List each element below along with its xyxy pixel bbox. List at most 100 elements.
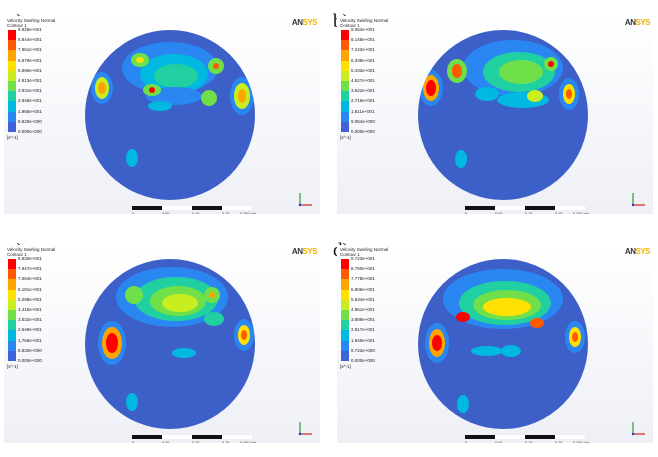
viewport-b[interactable]: Velocity Swirling Normal Contour 1 9.054e… xyxy=(337,16,653,214)
legend-tick-label: 5.298e+001 xyxy=(18,296,42,302)
legend-color-step xyxy=(341,111,349,122)
legend-color-step xyxy=(8,50,16,61)
scale-label: 0.200 (m) xyxy=(573,441,590,443)
legend-color-step xyxy=(341,101,349,112)
scale-label: 0 xyxy=(132,441,135,443)
legend-color-step xyxy=(341,91,349,102)
scale-label: 0.10 xyxy=(525,212,533,214)
legend-tick-label: 9.054e+001 xyxy=(351,27,375,32)
legend-color-step xyxy=(8,121,16,132)
logo-dark-text: AN xyxy=(291,247,303,256)
axis-triad-d xyxy=(631,422,645,436)
scale-label: 0.200 (m) xyxy=(240,441,257,443)
legend-color-step xyxy=(8,299,16,310)
legend-color-step xyxy=(341,50,349,61)
scale-label: 0.00 xyxy=(162,212,170,214)
legend-tick-label: 4.913e+001 xyxy=(18,77,42,83)
legend-color-step xyxy=(8,320,16,331)
legend-color-step xyxy=(341,309,349,321)
legend-color-step xyxy=(341,269,349,280)
legend-color-step xyxy=(341,320,349,331)
logo-accent-text: SYS xyxy=(302,18,317,27)
legend-ticks-c: 8.830e+001 7.947e+001 7.064e+001 6.181e+001… xyxy=(18,256,58,368)
legend-color-step xyxy=(8,101,16,112)
legend-tick-label: 2.716e+001 xyxy=(351,98,375,104)
axis-triad-c xyxy=(298,422,312,436)
legend-tick-label: 8.830e+000 xyxy=(18,347,42,353)
logo-dark-text: AN xyxy=(624,18,636,27)
logo-accent-text: SYS xyxy=(302,247,317,256)
legend-tick-label: 2.948e+001 xyxy=(18,98,42,104)
legend-tick-label: 5.433e+001 xyxy=(351,67,375,73)
legend-ticks-b: 9.054e+001 8.148e+001 7.243e+001 6.338e+001… xyxy=(351,27,391,139)
legend-tick-label: 8.750e+001 xyxy=(351,266,375,272)
scale-label: 0.10 xyxy=(525,441,533,443)
legend-color-step xyxy=(341,340,349,351)
legend-unit-d: [s^-1] xyxy=(340,364,351,369)
legend-color-step xyxy=(341,350,349,361)
legend-color-step xyxy=(8,269,16,280)
scale-label: 0 xyxy=(132,212,135,214)
legend-title-b: Velocity Swirling Normal xyxy=(340,18,389,23)
legend-tick-label: 7.778e+001 xyxy=(351,276,375,282)
legend-color-step xyxy=(341,259,349,270)
legend-tick-label: 3.931e+001 xyxy=(18,88,42,94)
legend-unit-c: [s^-1] xyxy=(7,364,18,369)
legend-tick-label: 2.649e+001 xyxy=(18,327,42,333)
legend-color-step xyxy=(8,340,16,351)
legend-title-c: Velocity Swirling Normal xyxy=(7,247,56,252)
ansys-logo: ANSYS xyxy=(291,247,318,256)
legend-tick-label: 3.532e+001 xyxy=(18,317,42,323)
swirl-contour-disk-d xyxy=(418,259,588,429)
legend-tick-label: 9.829e+000 xyxy=(18,118,42,124)
legend-color-step xyxy=(8,259,16,270)
legend-subtitle-d: Contour 1 xyxy=(340,252,360,257)
legend-color-step xyxy=(8,60,16,71)
color-legend-bar xyxy=(8,30,16,132)
viewport-d[interactable]: Velocity Swirling Normal Contour 1 9.723e… xyxy=(337,245,653,443)
legend-tick-label: 4.415e+001 xyxy=(18,306,42,312)
scale-label: 0.200 (m) xyxy=(573,212,590,214)
legend-tick-label: 4.861e+001 xyxy=(351,306,375,312)
legend-color-step xyxy=(8,91,16,102)
scale-label: 0.15 xyxy=(555,441,563,443)
legend-tick-label: 2.917e+001 xyxy=(351,327,375,333)
scale-label: 0 xyxy=(465,441,468,443)
legend-unit-a: [s^-1] xyxy=(7,135,18,140)
scale-bar-d: 0 0.00 0.10 0.15 0.200 (m) xyxy=(465,435,589,443)
scale-label: 0.15 xyxy=(555,212,563,214)
legend-tick-label: 5.896e+001 xyxy=(18,67,42,73)
color-legend-bar xyxy=(341,259,349,361)
logo-accent-text: SYS xyxy=(635,247,650,256)
legend-unit-b: [s^-1] xyxy=(340,135,351,140)
legend-tick-label: 8.830e+001 xyxy=(18,256,42,261)
legend-color-step xyxy=(341,70,349,81)
legend-tick-label: 1.766e+001 xyxy=(18,337,42,343)
legend-tick-label: 0.000e+000 xyxy=(351,128,375,134)
scale-label: 0.15 xyxy=(222,441,230,443)
legend-tick-label: 8.148e+001 xyxy=(351,37,375,43)
viewport-a[interactable]: Velocity Swirling Normal Contour 1 9.829e… xyxy=(4,16,320,214)
legend-color-step xyxy=(341,330,349,341)
legend-title-a: Velocity Swirling Normal xyxy=(7,18,56,23)
legend-color-step xyxy=(341,30,349,41)
ansys-logo: ANSYS xyxy=(624,18,651,27)
legend-color-step xyxy=(341,289,349,300)
legend-tick-label: 6.181e+001 xyxy=(18,286,42,292)
legend-color-step xyxy=(341,121,349,132)
scale-bar-c: 0 0.00 0.10 0.15 0.200 (m) xyxy=(132,435,256,443)
scale-label: 0.15 xyxy=(222,212,230,214)
scale-label: 0.10 xyxy=(192,441,200,443)
legend-subtitle-a: Contour 1 xyxy=(7,23,27,28)
legend-tick-label: 1.945e+001 xyxy=(351,337,375,343)
legend-tick-label: 4.527e+001 xyxy=(351,77,375,83)
legend-color-step xyxy=(8,330,16,341)
scale-label: 0.00 xyxy=(162,441,170,443)
legend-color-step xyxy=(341,60,349,71)
axis-triad-b xyxy=(631,193,645,207)
logo-dark-text: AN xyxy=(291,18,303,27)
legend-tick-label: 3.622e+001 xyxy=(351,88,375,94)
scale-bar-b: 0 0.00 0.10 0.15 0.200 (m) xyxy=(465,206,589,214)
legend-tick-label: 9.723e+000 xyxy=(351,347,375,353)
viewport-c[interactable]: Velocity Swirling Normal Contour 1 8.830e… xyxy=(4,245,320,443)
